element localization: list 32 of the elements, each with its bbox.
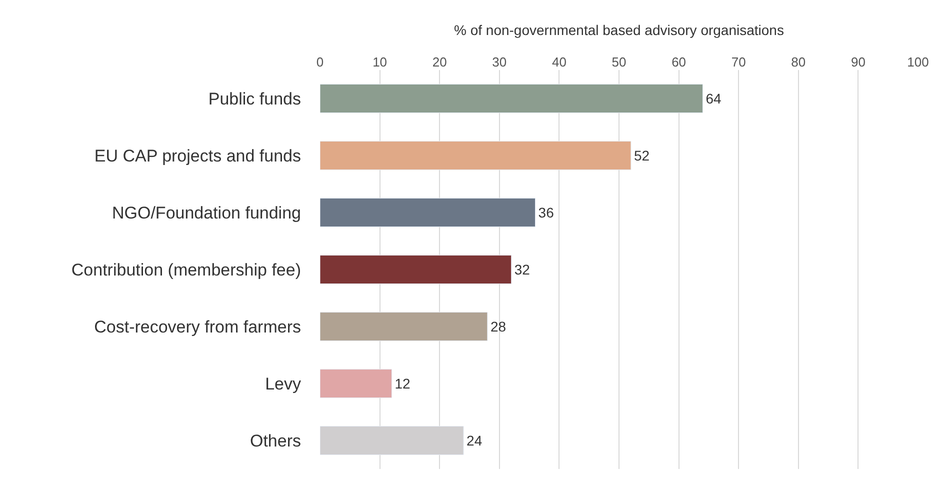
- y-tick-label: Others: [250, 431, 301, 450]
- data-label: 12: [394, 376, 411, 392]
- data-label: 36: [538, 204, 554, 220]
- x-tick-label: 20: [432, 54, 447, 70]
- data-label: 28: [490, 318, 506, 334]
- y-tick-label: Levy: [265, 374, 302, 394]
- y-tick-label: Cost-recovery from farmers: [94, 317, 301, 336]
- x-tick-label: 40: [552, 54, 566, 70]
- x-tick-label: 90: [850, 54, 866, 70]
- bar: [320, 255, 512, 284]
- bar: [320, 141, 632, 170]
- y-tick-label: EU CAP projects and funds: [94, 146, 301, 166]
- y-tick-label: Public funds: [208, 89, 301, 108]
- data-label: 64: [706, 90, 722, 106]
- bar: [320, 198, 536, 227]
- x-tick-label: 100: [907, 54, 929, 70]
- x-tick-label: 70: [731, 54, 746, 70]
- data-label: 24: [466, 432, 482, 448]
- bar: [320, 369, 392, 398]
- x-tick-label: 10: [372, 54, 388, 70]
- y-tick-label: Contribution (membership fee): [71, 260, 301, 280]
- x-tick-label: 50: [612, 54, 626, 70]
- data-label: 52: [634, 148, 650, 164]
- y-tick-label: NGO/Foundation funding: [112, 203, 301, 222]
- bar: [320, 312, 488, 341]
- x-tick-label: 60: [672, 54, 686, 70]
- x-tick-label: 80: [791, 54, 806, 70]
- bar: [320, 84, 703, 113]
- x-axis-title: % of non-governmental based advisory organisations: [454, 22, 784, 38]
- x-tick-label: 30: [492, 54, 507, 70]
- x-tick-label: 0: [316, 54, 324, 70]
- data-label: 32: [514, 262, 530, 278]
